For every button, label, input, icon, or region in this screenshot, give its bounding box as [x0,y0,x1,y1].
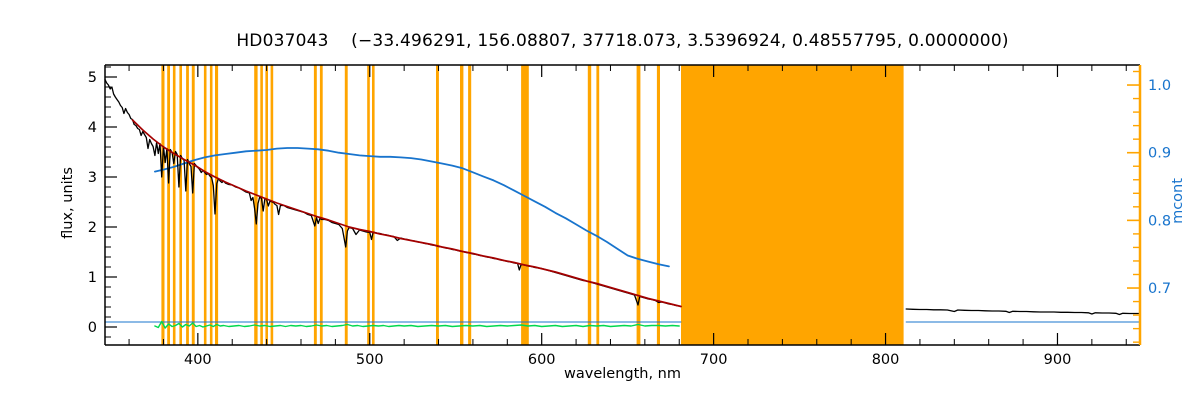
masked-band [367,65,370,345]
masked-band [209,65,213,345]
continuum-fit-line [131,119,682,308]
masked-band [254,65,258,345]
masked-band [372,65,375,345]
y-axis-label-left: flux, units [60,167,76,239]
masked-band [215,65,219,345]
masked-band [587,65,592,345]
y-left-tick-label: 3 [88,170,97,186]
masked-band [172,65,176,345]
masked-band [313,65,317,345]
y-left-tick-label: 4 [88,120,97,136]
y-right-tick-label: 0.7 [1148,281,1171,297]
y-right-tick-label: 0.9 [1148,146,1171,162]
y-axis-label-right: mcont [1170,178,1186,224]
x-axis-label: wavelength, nm [564,366,681,382]
x-tick-label: 500 [356,352,384,368]
x-tick-label: 900 [1044,352,1072,368]
masked-band [596,65,600,345]
masked-band [260,65,263,345]
masked-band [468,65,472,345]
masked-band [161,65,165,345]
x-tick-label: 800 [872,352,900,368]
flux-spectrum-line [905,308,1141,316]
y-right-tick-label: 0.8 [1148,213,1171,229]
flux-spectrum-line [104,78,682,308]
masked-band [265,65,268,345]
y-left-tick-label: 1 [88,270,97,286]
masked-band [186,65,189,345]
masked-band [656,65,660,345]
masked-band [681,65,904,345]
mcont-curve-line [153,147,670,268]
masked-band [436,65,439,345]
y-right-tick-label: 1.0 [1148,78,1171,94]
masked-band [167,65,170,345]
masked-band [636,65,641,345]
masked-band [203,65,207,345]
masked-band [521,65,529,345]
masked-band [191,65,195,345]
masked-band [460,65,464,345]
masked-band [179,65,182,345]
x-tick-label: 400 [184,352,212,368]
residual-line [154,320,680,329]
x-tick-label: 600 [528,352,556,368]
masked-band [270,65,274,345]
masked-band [319,65,323,345]
x-tick-label: 700 [700,352,728,368]
masked-band [344,65,348,345]
y-left-tick-label: 2 [88,220,97,236]
y-left-tick-label: 0 [88,320,97,336]
plot-title: HD037043 (−33.496291, 156.08807, 37718.0… [236,31,1009,51]
y-left-tick-label: 5 [88,70,97,86]
